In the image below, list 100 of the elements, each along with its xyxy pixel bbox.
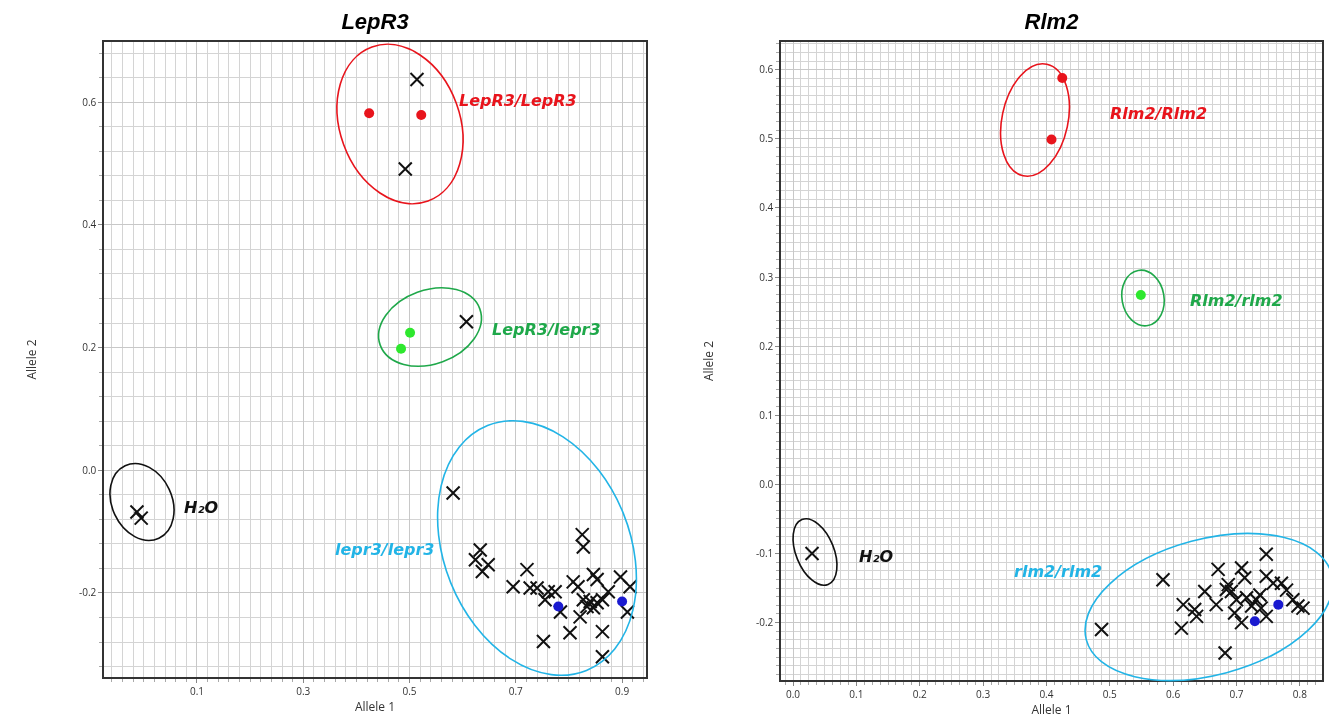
point	[1227, 605, 1243, 621]
annotation: H₂O	[184, 498, 219, 517]
point	[1234, 560, 1250, 576]
y-tick-label: 0.6	[759, 62, 774, 77]
chart-title: Rlm2	[1024, 9, 1080, 35]
x-tick-label: 0.2	[912, 686, 928, 701]
point	[562, 625, 578, 641]
point	[1234, 615, 1250, 631]
point	[1094, 622, 1110, 638]
point	[537, 592, 553, 608]
point	[409, 71, 425, 87]
annotation: Rlm2/Rlm2	[1110, 104, 1208, 123]
point	[572, 609, 588, 625]
point	[585, 567, 601, 583]
point	[1220, 577, 1236, 593]
x-tick-label: 0.7	[508, 683, 524, 698]
point	[575, 539, 591, 555]
y-axis-title: Allele 2	[22, 339, 40, 380]
point	[619, 604, 635, 620]
x-axis-title: Allele 1	[354, 698, 396, 716]
point	[522, 580, 538, 596]
point	[1155, 572, 1171, 588]
point	[519, 562, 535, 578]
point	[1189, 608, 1205, 624]
point	[1173, 620, 1189, 636]
point	[1187, 602, 1203, 617]
point	[1208, 597, 1224, 613]
point	[129, 504, 145, 520]
point	[1253, 600, 1269, 616]
point	[1295, 600, 1311, 616]
y-tick-label: 0.0	[759, 476, 774, 491]
x-tick-label: 0.9	[615, 683, 630, 698]
y-axis-title: Allele 2	[699, 340, 717, 382]
annotation: H₂O	[859, 547, 894, 566]
point	[1210, 561, 1226, 577]
point	[600, 584, 616, 600]
annotation: Rlm2/rlm2	[1190, 291, 1283, 310]
x-tick-label: 0.1	[849, 686, 864, 701]
x-tick-label: 0.3	[976, 686, 991, 701]
point	[552, 604, 568, 620]
annotation: rlm2/rlm2	[1014, 562, 1103, 581]
point	[585, 600, 601, 616]
annotation: lepr3/lepr3	[335, 540, 435, 559]
y-tick-label: 0.4	[82, 217, 97, 232]
x-tick-label: 0.7	[1229, 686, 1244, 701]
y-tick-label: 0.1	[759, 407, 774, 422]
point	[397, 161, 413, 177]
point	[445, 485, 461, 501]
point	[467, 552, 483, 568]
point	[589, 571, 605, 587]
point	[535, 633, 551, 649]
x-tick-label: 0.6	[1166, 686, 1181, 701]
point	[1197, 584, 1213, 600]
point	[612, 569, 628, 585]
point	[1046, 134, 1057, 145]
point	[1244, 598, 1260, 614]
point	[1237, 570, 1253, 586]
annotation: LepR3/lepr3	[492, 320, 601, 339]
y-tick-label: 0.4	[759, 200, 774, 215]
point	[1285, 592, 1301, 608]
y-tick-label: 0.0	[82, 462, 97, 477]
x-tick-label: 0.5	[1102, 686, 1118, 701]
y-tick-label: -0.2	[78, 585, 97, 600]
point	[133, 510, 149, 526]
point	[1258, 546, 1274, 562]
point	[1248, 592, 1264, 608]
point	[617, 596, 628, 607]
point	[458, 314, 474, 330]
y-tick-label: 0.2	[759, 338, 774, 353]
point	[579, 598, 595, 614]
point	[1290, 598, 1306, 614]
point	[553, 601, 564, 612]
point	[1258, 568, 1274, 584]
point	[1249, 616, 1260, 627]
point	[1273, 599, 1284, 610]
point	[396, 343, 407, 354]
point	[1258, 608, 1274, 624]
point	[1135, 289, 1146, 300]
point	[1218, 581, 1234, 597]
x-axis-title: Allele 1	[1031, 701, 1072, 719]
point	[804, 546, 820, 562]
x-tick-label: 0.5	[402, 683, 417, 698]
annotation: LepR3/LepR3	[459, 91, 577, 110]
chart-title: LepR3	[341, 9, 409, 35]
point	[1273, 575, 1289, 591]
point	[1217, 645, 1233, 661]
point	[594, 624, 610, 640]
point	[480, 557, 496, 573]
point	[1265, 575, 1281, 591]
y-tick-label: 0.3	[759, 269, 774, 284]
point	[474, 563, 490, 579]
point	[529, 580, 545, 596]
point	[574, 527, 590, 543]
x-tick-label: 0.3	[296, 683, 311, 698]
y-tick-label: 0.5	[759, 131, 774, 146]
x-tick-label: 0.1	[189, 683, 205, 698]
point	[1279, 582, 1295, 598]
point	[565, 574, 581, 590]
point	[570, 579, 586, 595]
point	[1175, 597, 1191, 613]
